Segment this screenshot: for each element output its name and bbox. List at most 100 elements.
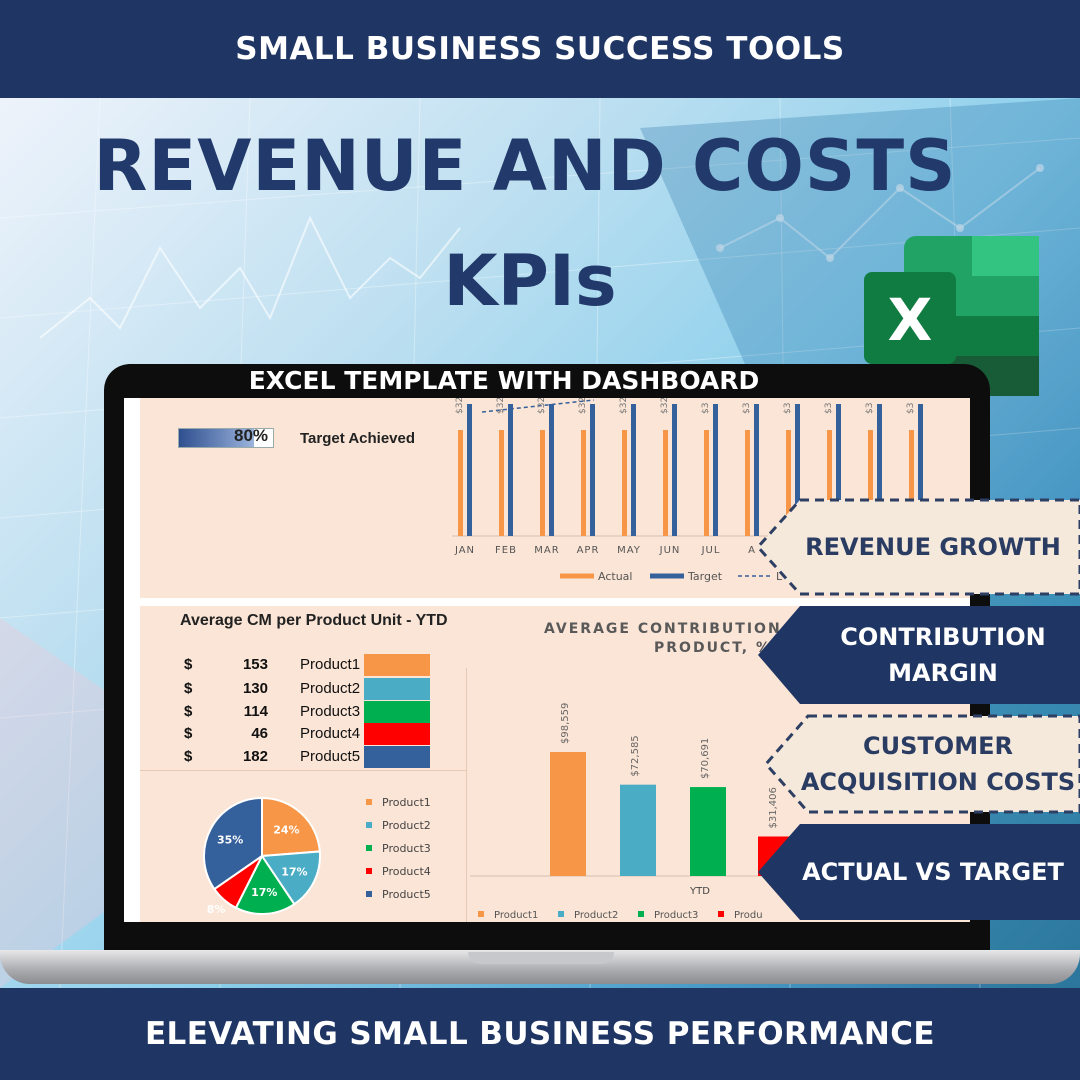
monthly-trend-line <box>481 399 595 413</box>
hero-title-line1: REVENUE AND COSTS <box>93 125 957 207</box>
monthly-value-label: $3 <box>865 403 875 414</box>
monthly-value-label: $32 <box>660 398 670 414</box>
monthly-value-label: $32 <box>537 398 547 414</box>
pie-slice-label: 17% <box>251 886 277 899</box>
tag-revenue-growth-text: REVENUE GROWTH <box>805 533 1061 561</box>
monthly-value-label: $32 <box>619 398 629 414</box>
monthly-legend-label: Target <box>687 570 723 583</box>
tag-contribution-line1: CONTRIBUTION <box>840 623 1046 651</box>
monthly-bar-target <box>713 404 718 536</box>
pie-slice <box>234 854 296 915</box>
contrib-bar-label: $72,585 <box>630 735 641 776</box>
pie-slice-label: 35% <box>217 833 243 846</box>
monthly-legend-label: Actual <box>598 570 632 583</box>
monthly-bar-actual <box>704 430 709 536</box>
contrib-bar <box>758 836 794 876</box>
cm-color-swatch <box>364 654 430 676</box>
target-progress-value: 80% <box>234 426 269 445</box>
pie-legend-swatch <box>366 822 372 828</box>
header-band: SMALL BUSINESS SUCCESS TOOLS <box>0 0 1080 98</box>
cm-color-swatch <box>364 678 430 700</box>
monthly-bar-actual <box>786 430 791 536</box>
cm-color-swatch <box>364 723 430 745</box>
monthly-bar-target <box>918 404 923 536</box>
contrib-x-label: YTD <box>689 886 710 897</box>
contrib-title-line1: AVERAGE CONTRIBUTION MA <box>544 621 817 637</box>
hero-title-line2: KPIs <box>443 240 617 322</box>
monthly-bar-target <box>590 404 595 536</box>
header-title: SMALL BUSINESS SUCCESS TOOLS <box>235 31 845 67</box>
monthly-value-label: $32 <box>578 398 588 414</box>
monthly-bar-target <box>795 404 800 536</box>
cm-currency: $ <box>184 748 193 765</box>
cm-product-name: Product4 <box>300 725 361 742</box>
contrib-legend-label: Product3 <box>654 910 698 921</box>
monthly-tick-label: A <box>748 545 756 556</box>
cm-value: 114 <box>243 703 268 720</box>
contrib-legend-label: Product2 <box>574 910 618 921</box>
pie-legend-swatch <box>366 845 372 851</box>
cm-table-row: $130 Product2 <box>184 678 444 700</box>
monthly-bar-target <box>877 404 882 536</box>
monthly-bar-actual <box>745 430 750 536</box>
cm-table-row: $114 Product3 <box>184 701 444 723</box>
monthly-tick-label: JUL <box>701 545 721 556</box>
pie-slice <box>260 850 321 906</box>
pie-slice-label: 8% <box>207 903 226 916</box>
contrib-legend-swatch <box>558 911 564 917</box>
monthly-tick-label: FEB <box>495 545 517 556</box>
contrib-bar-label: $31,406 <box>768 787 779 828</box>
excel-icon-letter: X <box>888 286 933 354</box>
monthly-value-label: $3 <box>742 403 752 414</box>
monthly-bar-actual <box>499 430 504 536</box>
monthly-value-label: $3 <box>824 403 834 414</box>
contrib-legend-label: Product1 <box>494 910 538 921</box>
excel-icon: X <box>864 236 1039 396</box>
contrib-legend-label: Produ <box>734 910 763 921</box>
pie-legend-label: Product5 <box>382 888 431 901</box>
laptop-label: EXCEL TEMPLATE WITH DASHBOARD <box>248 366 760 395</box>
cm-value: 182 <box>242 748 268 765</box>
cm-value: 46 <box>251 725 268 742</box>
monthly-tick-label: APR <box>577 545 600 556</box>
cm-value: 153 <box>242 656 268 673</box>
cm-currency: $ <box>184 725 193 742</box>
pie-legend-swatch <box>366 891 372 897</box>
monthly-actual-target-chart: $32 JAN $32 FEB $32 MAR $32 APR $32 MAY $32 JUN $3 JU… <box>452 398 970 583</box>
monthly-bar-actual <box>827 430 832 536</box>
footer-title: ELEVATING SMALL BUSINESS PERFORMANCE <box>144 1016 936 1052</box>
tag-customer-acquisition-costs: CUSTOMER ACQUISITION COSTS <box>800 716 1076 812</box>
monthly-value-label: $32 <box>455 398 465 414</box>
monthly-value-label: $3 <box>701 403 711 414</box>
monthly-bar-actual <box>540 430 545 536</box>
pie-legend-swatch <box>366 799 372 805</box>
contrib-legend-swatch <box>478 911 484 917</box>
contrib-bar-label: $98,559 <box>560 703 571 744</box>
monthly-value-label: $3 <box>906 403 916 414</box>
monthly-tick-label: JUN <box>659 545 681 556</box>
tag-revenue-growth: REVENUE GROWTH <box>800 500 1066 594</box>
tag-contribution-margin: CONTRIBUTION MARGIN <box>806 606 1080 704</box>
pie-slice-label: 17% <box>281 866 307 879</box>
monthly-bar-target <box>508 404 513 536</box>
tag-cac-line1: CUSTOMER <box>863 732 1013 760</box>
monthly-bar-target <box>836 404 841 536</box>
monthly-tick-label: MAY <box>617 545 641 556</box>
contrib-bar <box>690 787 726 876</box>
monthly-bar-target <box>631 404 636 536</box>
cm-currency: $ <box>184 680 193 697</box>
divider <box>140 770 466 771</box>
monthly-bar-target <box>549 404 554 536</box>
pie-legend-swatch <box>366 868 372 874</box>
contrib-bar <box>620 784 656 876</box>
target-progress-bar <box>178 428 274 448</box>
monthly-bar-actual <box>909 430 914 536</box>
monthly-value-label: $32 <box>496 398 506 414</box>
tag-contribution-line2: MARGIN <box>888 659 998 687</box>
tag-actual-vs-target-text: ACTUAL VS TARGET <box>802 858 1064 886</box>
pie-legend-label: Product2 <box>382 819 431 832</box>
cm-product-name: Product3 <box>300 703 361 720</box>
pie-legend-label: Product3 <box>382 842 431 855</box>
pie-legend-label: Product4 <box>382 865 431 878</box>
contrib-legend-swatch <box>638 911 644 917</box>
